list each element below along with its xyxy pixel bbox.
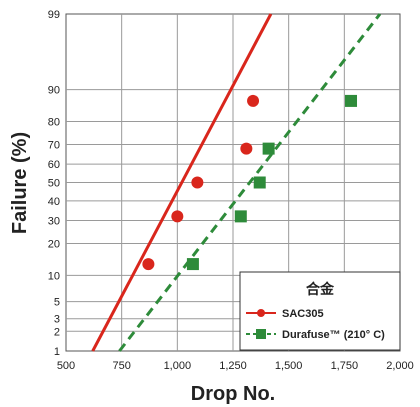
point-series-0-4 xyxy=(247,94,260,107)
y-tick-label: 99 xyxy=(48,9,60,21)
y-tick-label: 5 xyxy=(54,297,60,309)
x-tick-label: 750 xyxy=(112,360,130,372)
fit-line-series-1 xyxy=(118,13,382,352)
x-tick-label: 2,000 xyxy=(386,360,414,372)
x-tick-label: 1,750 xyxy=(331,360,359,372)
x-tick-label: 1,250 xyxy=(219,360,247,372)
point-series-0-2 xyxy=(191,176,204,189)
y-tick-label: 60 xyxy=(48,159,60,171)
y-tick-label: 30 xyxy=(48,215,60,227)
fit-line-series-0 xyxy=(91,13,273,352)
legend-label-sac305: SAC305 xyxy=(282,308,324,320)
point-series-1-1 xyxy=(234,210,247,223)
point-series-1-0 xyxy=(186,258,199,271)
point-series-1-2 xyxy=(253,176,266,189)
y-tick-label: 80 xyxy=(48,117,60,129)
legend-label-durafuse: Durafuse™ (210° C) xyxy=(282,329,385,341)
y-axis-title: Failure (%) xyxy=(9,132,31,234)
y-tick-label: 2 xyxy=(54,326,60,338)
legend: 合金 SAC305 Durafuse™ (210° C) xyxy=(239,271,401,351)
legend-title: 合金 xyxy=(306,281,335,298)
fit-lines xyxy=(91,13,382,352)
point-series-0-3 xyxy=(240,142,253,155)
legend-marker-durafuse xyxy=(256,329,266,339)
y-tick-label: 90 xyxy=(48,85,60,97)
data-points xyxy=(142,94,358,271)
point-series-0-1 xyxy=(171,210,184,223)
y-tick-label: 1 xyxy=(54,346,60,358)
tick-labels: 500 750 1,000 1,250 1,500 1,750 2,000 1 23 5 10 20 3… xyxy=(48,9,414,372)
legend-box xyxy=(239,271,401,351)
y-tick-label: 50 xyxy=(48,178,60,190)
y-tick-label: 40 xyxy=(48,196,60,208)
legend-marker-sac305 xyxy=(257,309,265,317)
x-tick-label: 500 xyxy=(57,360,75,372)
point-series-1-4 xyxy=(345,94,358,107)
point-series-1-3 xyxy=(262,142,275,155)
point-series-0-0 xyxy=(142,258,155,271)
y-tick-label: 10 xyxy=(48,270,60,282)
y-tick-label: 70 xyxy=(48,140,60,152)
x-tick-label: 1,500 xyxy=(275,360,303,372)
y-tick-label: 20 xyxy=(48,238,60,250)
x-tick-label: 1,000 xyxy=(164,360,192,372)
y-tick-label: 3 xyxy=(54,314,60,326)
x-axis-title: Drop No. xyxy=(191,383,275,405)
